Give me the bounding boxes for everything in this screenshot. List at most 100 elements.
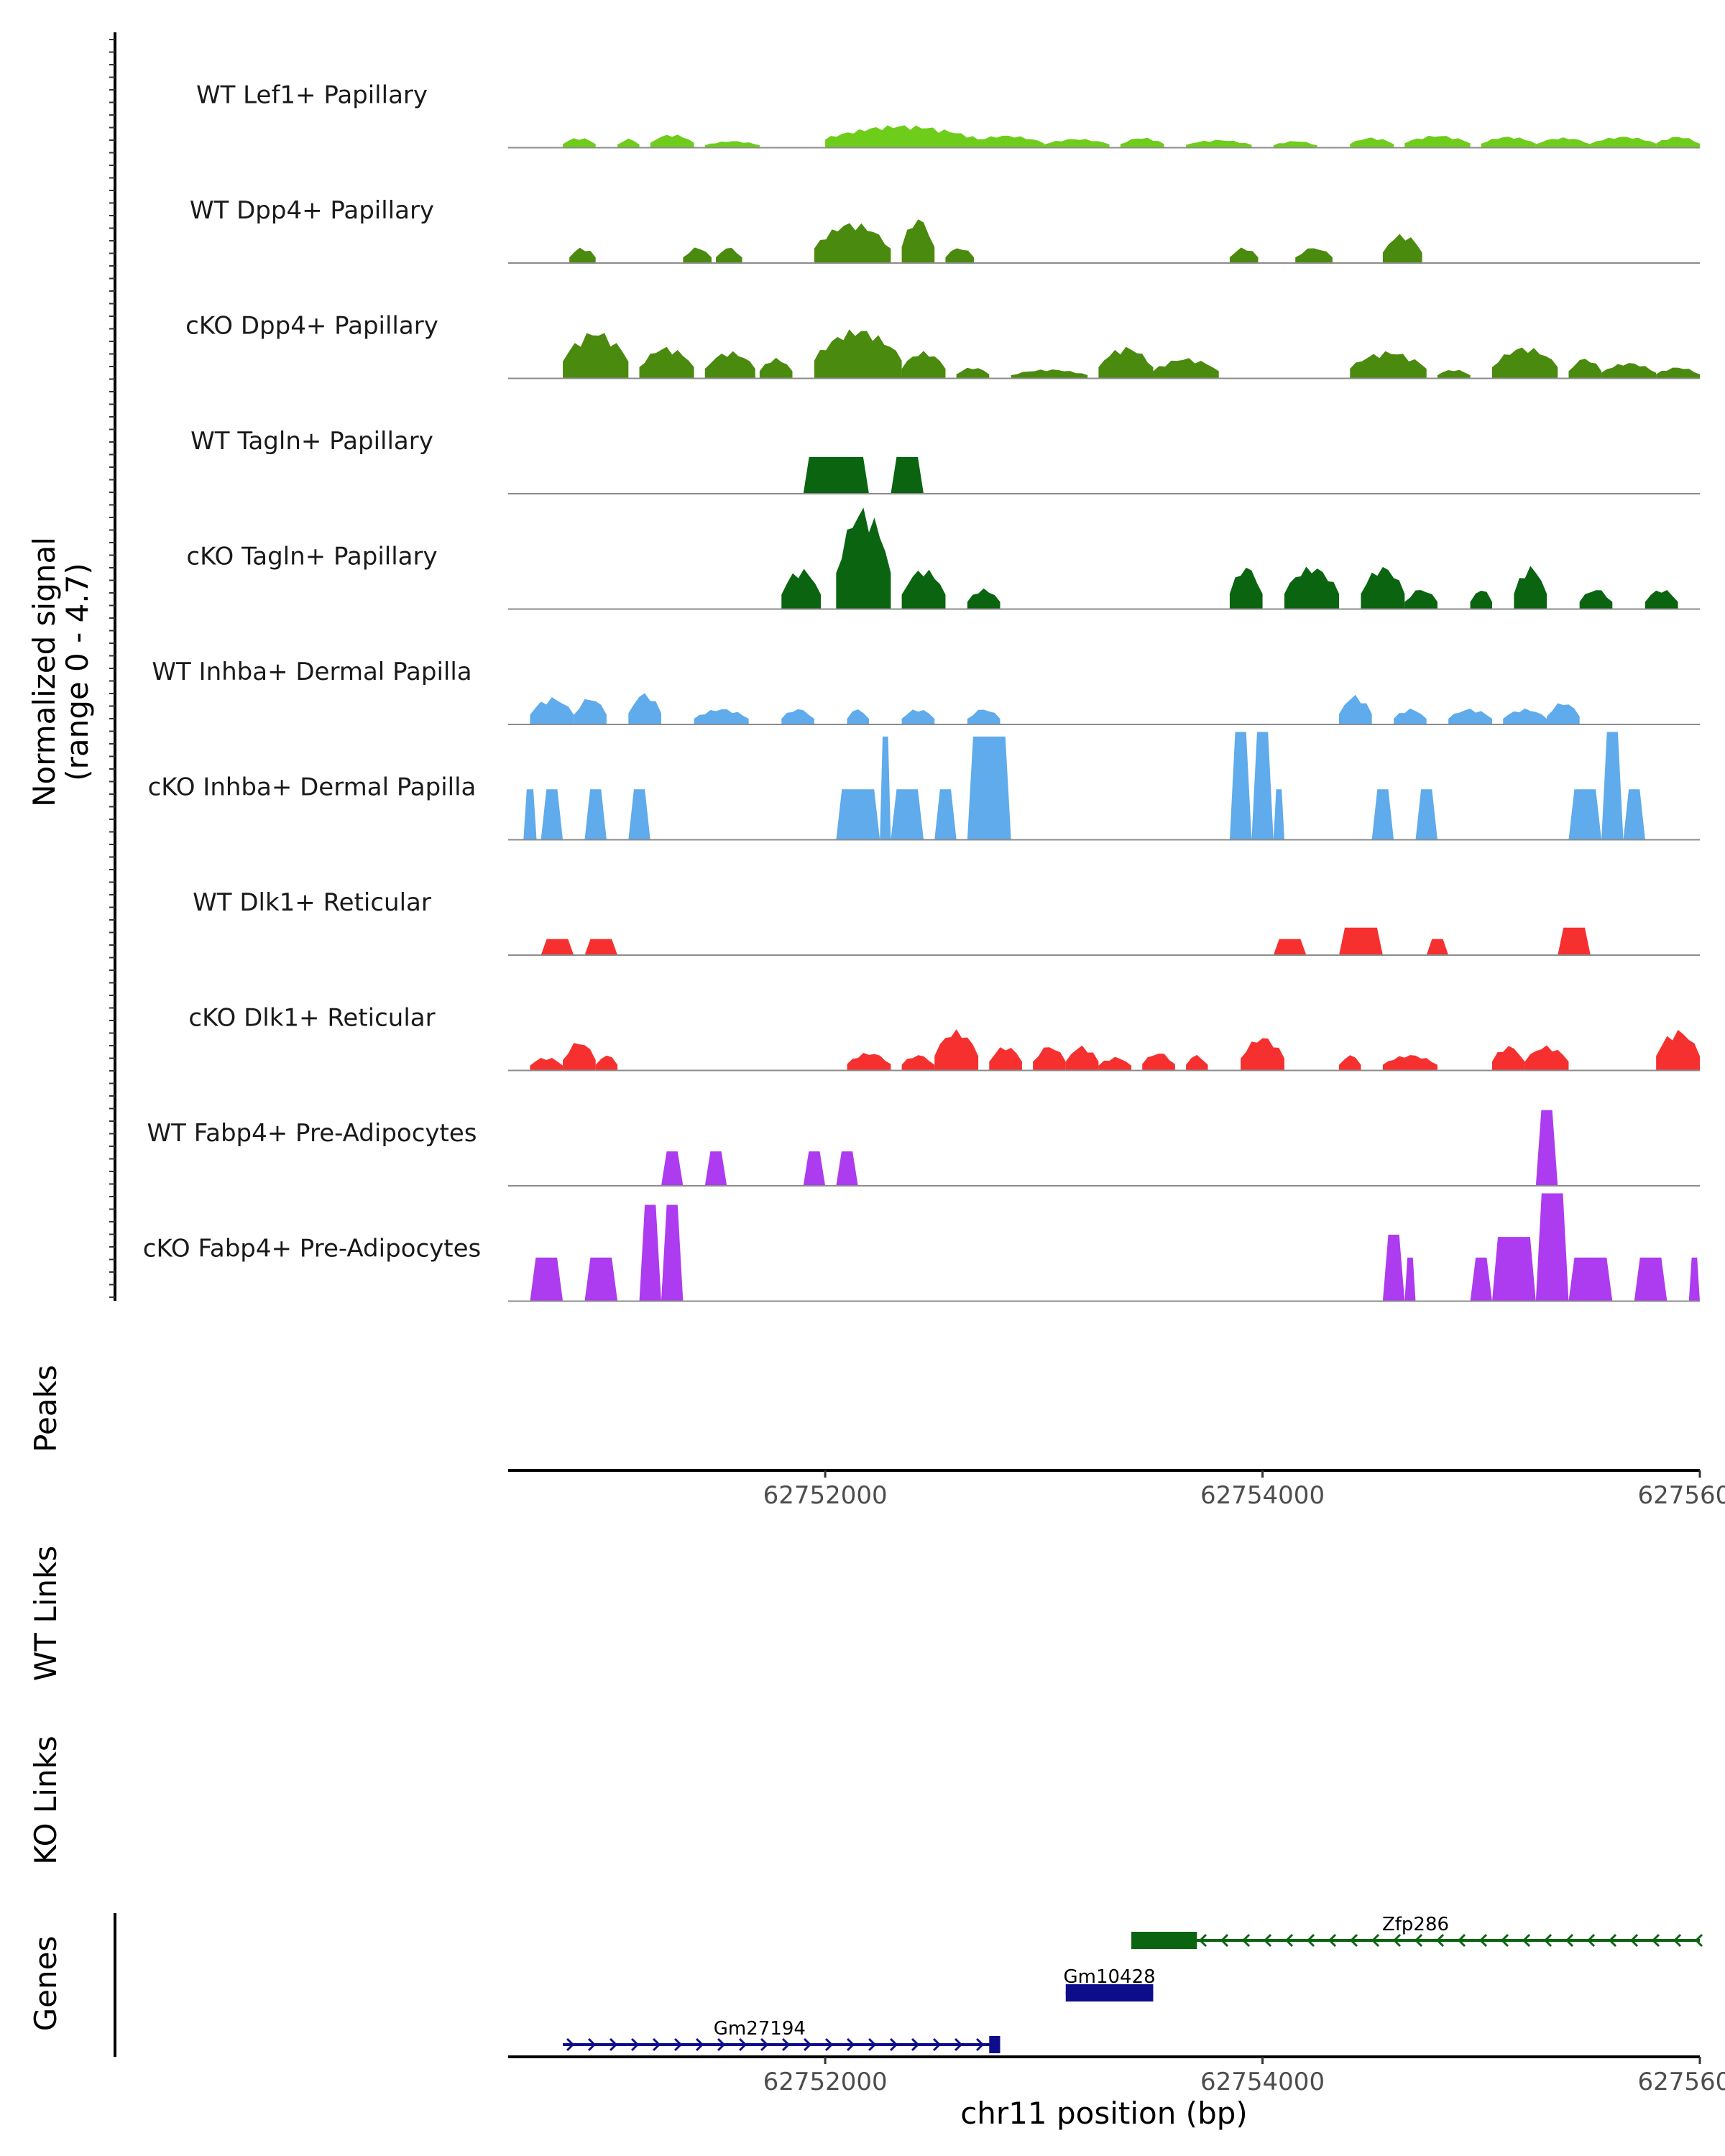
coverage-peak <box>1153 358 1219 379</box>
strand-arrow <box>1478 1933 1488 1948</box>
coverage-peak <box>650 134 694 148</box>
coverage-peak <box>1011 369 1088 379</box>
coverage-peak <box>1339 927 1383 955</box>
coverage-peak <box>891 789 924 840</box>
coverage-peak <box>901 1055 935 1071</box>
coverage-peak <box>1568 789 1602 840</box>
coverage-peak <box>967 709 1000 724</box>
coverage-peak <box>1470 590 1492 609</box>
coverage-peak <box>967 736 1011 840</box>
peaks-section-title: Peaks <box>28 1365 63 1452</box>
gene-gm27194: Gm27194 <box>563 2018 1000 2053</box>
track-4: WT Tagln+ Papillary <box>190 427 1700 494</box>
coverage-peak <box>694 709 749 724</box>
strand-arrow <box>1284 1933 1294 1948</box>
coverage-peak <box>781 568 822 609</box>
peaks-x-axis: 62752000 62754000 62756000 <box>763 1470 1725 1510</box>
coverage-peak <box>1251 732 1274 840</box>
coverage-peak <box>1524 1045 1569 1071</box>
coverage-peak <box>1404 590 1438 609</box>
coverage-peak <box>836 1151 858 1186</box>
x-tick-label: 62754000 <box>1200 1481 1325 1510</box>
wt-links-section-title: WT Links <box>28 1546 63 1681</box>
coverage-peak <box>617 138 640 148</box>
coverage-peak <box>836 507 891 609</box>
coverage-peak <box>1656 367 1700 379</box>
coverage-peak <box>956 367 990 379</box>
strand-arrow <box>1306 1933 1315 1948</box>
coverage-peak <box>1535 1193 1569 1302</box>
coverage-peak <box>595 1055 618 1071</box>
coverage-peak <box>803 456 869 494</box>
strand-arrow <box>1435 1933 1445 1948</box>
coverage-peak <box>1033 1047 1066 1071</box>
coverage-peak <box>967 588 1000 609</box>
coverage-peak <box>759 357 793 379</box>
coverage-peak <box>569 247 596 263</box>
strand-arrow <box>695 2037 704 2052</box>
track-10: WT Fabp4+ Pre-Adipocytes <box>147 1110 1700 1187</box>
track-label: cKO Dpp4+ Papillary <box>185 312 438 341</box>
strand-arrow <box>1522 1933 1531 1948</box>
coverage-peak <box>1120 137 1164 148</box>
strand-arrow <box>889 2037 898 2052</box>
coverage-peak <box>1481 137 1536 148</box>
strand-arrow <box>609 2037 618 2052</box>
coverage-peak <box>1241 1038 1284 1071</box>
x-tick-label: 62752000 <box>763 2068 888 2096</box>
track-label: WT Dlk1+ Reticular <box>193 888 431 917</box>
coverage-peak <box>814 329 902 379</box>
coverage-peak <box>1547 703 1580 724</box>
x-axis-title: chr11 position (bp) <box>960 2096 1248 2131</box>
coverage-peak <box>1394 708 1427 724</box>
coverage-peak <box>847 709 869 724</box>
coverage-peak <box>1448 709 1492 724</box>
track-2: WT Dpp4+ Papillary <box>190 196 1700 264</box>
coverage-peak <box>704 1151 727 1186</box>
coverage-peak <box>1568 359 1602 379</box>
x-tick-label: 62756000 <box>1637 2068 1725 2096</box>
coverage-peak <box>1568 1257 1613 1302</box>
coverage-peak <box>1426 939 1449 955</box>
coverage-peak <box>628 693 661 724</box>
strand-arrow <box>1608 1933 1617 1948</box>
track-6: WT Inhba+ Dermal Papilla <box>152 658 1700 725</box>
coverage-peak <box>1350 351 1427 379</box>
strand-arrow <box>566 2037 575 2052</box>
strand-arrow <box>975 2037 985 2052</box>
strand-arrow <box>1349 1933 1358 1948</box>
strand-arrow <box>1414 1933 1423 1948</box>
coverage-peak <box>628 789 650 840</box>
coverage-peak <box>1273 789 1284 840</box>
coverage-peak <box>584 939 618 955</box>
coverage-peak <box>1644 589 1678 609</box>
coverage-peak <box>1186 139 1252 148</box>
coverage-peak <box>1382 234 1422 263</box>
strand-arrow <box>1220 1933 1229 1948</box>
strand-arrow <box>1198 1933 1208 1948</box>
strand-arrow <box>1543 1933 1552 1948</box>
strand-arrow <box>932 2037 942 2052</box>
coverage-peak <box>945 248 974 263</box>
strand-arrow <box>803 2037 812 2052</box>
coverage-peak <box>1491 347 1558 379</box>
strand-arrow <box>652 2037 661 2052</box>
gene-exon <box>1065 1984 1154 2001</box>
coverage-peak <box>639 1204 661 1302</box>
gene-exon <box>989 2036 1000 2053</box>
coverage-peak <box>1142 1054 1175 1071</box>
coverage-peak <box>563 1043 596 1071</box>
strand-arrow <box>1673 1933 1682 1948</box>
coverage-peak <box>901 351 946 379</box>
coverage-peak <box>1535 137 1591 148</box>
coverage-peak <box>704 141 760 148</box>
coverage-peak <box>1558 927 1591 955</box>
genes-section-title: Genes <box>28 1936 63 2032</box>
track-label: cKO Fabp4+ Pre-Adipocytes <box>143 1235 482 1263</box>
strand-arrow <box>630 2037 640 2052</box>
coverage-peak <box>661 1204 684 1302</box>
signal-y-axis-title: Normalized signal <box>27 537 62 807</box>
coverage-peak <box>1404 1257 1416 1302</box>
coverage-peak <box>1503 708 1547 724</box>
coverage-peak <box>825 125 979 148</box>
